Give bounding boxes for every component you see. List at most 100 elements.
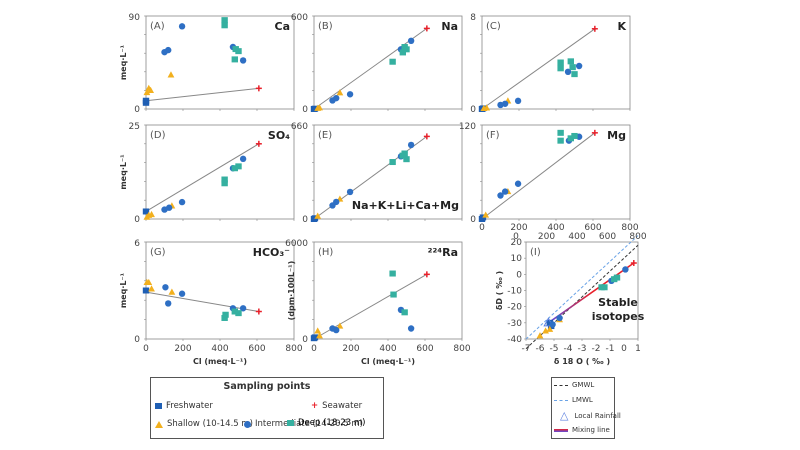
shallow-point: [536, 332, 544, 339]
shallow-point: [314, 327, 322, 334]
deep-point: [221, 22, 228, 29]
y-tick-label: 25: [129, 122, 140, 132]
x-tick-label: 800: [621, 223, 638, 233]
deep-point: [221, 180, 228, 187]
intermediate-point: [239, 305, 247, 312]
intermediate-point: [165, 204, 173, 211]
x-tick-label: -6: [536, 344, 545, 354]
panel-b: 600 0 (B) Na: [291, 13, 463, 115]
panel-c: 8 0 (C) K: [470, 13, 631, 115]
circle-icon: [244, 420, 251, 428]
x-tick-label: 0: [143, 344, 149, 354]
panel-a: 90 0 meq·L⁻¹ (A) Ca: [119, 13, 295, 115]
freshwater-point: [311, 334, 319, 341]
legend-item-intermediate: Intermediate (14-20.5 m): [244, 419, 363, 429]
dashed-line-icon: [554, 384, 568, 386]
x-axis-label: δ 18 O ( ‰ ): [554, 357, 610, 366]
panel-h: 6000 00 200 400 600 800 (dpm·100L⁻¹) Cl (meq·L⁻…: [285, 239, 471, 366]
legend-title: Sampling points: [223, 381, 311, 392]
y-axis-label: meq·L⁻¹: [119, 154, 128, 190]
deep-point: [221, 314, 228, 321]
intermediate-point: [514, 97, 522, 105]
y-axis-label: (dpm·100L⁻¹): [287, 261, 296, 321]
x-axis-label: Cl (meq·L⁻¹): [361, 357, 415, 366]
y-tick-label: 660: [291, 122, 308, 132]
x-tick-label: 1: [635, 344, 641, 354]
y-tick-label: 8: [470, 13, 476, 23]
deep-point: [235, 163, 242, 170]
x-tick-label: 600: [248, 344, 265, 354]
freshwater-point: [311, 105, 319, 112]
deep-point: [403, 46, 410, 53]
plot-frame: [145, 124, 295, 220]
x-tick-label: 0: [621, 344, 627, 354]
freshwater-point: [142, 208, 150, 215]
panel-title: Na+K+Li+Ca+Mg: [352, 199, 459, 212]
shallow-point: [336, 322, 344, 329]
freshwater-point: [546, 319, 553, 326]
intermediate-point: [407, 37, 415, 44]
shallow-point: [483, 104, 491, 111]
intermediate-point: [346, 91, 354, 98]
shallow-point: [316, 104, 323, 111]
x-tick-label: -1: [606, 344, 615, 354]
deep-point: [569, 64, 576, 71]
intermediate-point: [333, 326, 340, 334]
plot-frame: [145, 241, 295, 340]
panel-d: 25 0 meq·L⁻¹ (D) SO₄: [119, 122, 295, 225]
panel-label: (H): [318, 247, 333, 258]
panel-label: (D): [150, 130, 166, 141]
panel-e: 660 0 (E) Na+K+Li+Ca+Mg: [291, 122, 463, 225]
lmwl-line: [525, 235, 639, 340]
x-tick-label: 600: [584, 223, 601, 233]
deep-point: [601, 284, 608, 291]
intermediate-point: [333, 198, 340, 206]
legend-label: Mixing line: [572, 426, 610, 434]
mixing-line: [313, 27, 428, 110]
panel-title: Ca: [275, 20, 291, 33]
deep-point: [567, 135, 574, 142]
freshwater-point: [142, 97, 150, 104]
y-tick-label: -30: [507, 319, 522, 329]
mixing-line: [481, 28, 596, 110]
y-tick-label: 20: [511, 238, 523, 248]
mixing-line: [547, 262, 635, 324]
deep-point: [399, 49, 406, 56]
deep-point: [221, 17, 228, 24]
mixing-line-icon: [554, 428, 568, 432]
legend-isotopes: GMWL LMWL △ Local Rainfall Mixing line: [551, 377, 621, 439]
intermediate-point: [501, 188, 509, 195]
y-tick-label: 0: [470, 105, 476, 115]
intermediate-point: [407, 141, 415, 149]
shallow-point: [167, 71, 175, 78]
intermediate-point: [407, 325, 415, 332]
panel-label: (F): [486, 130, 500, 141]
y-axis-label: meq·L⁻¹: [119, 272, 128, 308]
y-tick-label: 0: [516, 270, 522, 280]
deep-point: [235, 310, 242, 317]
legend-item-lmwl: LMWL: [554, 396, 593, 404]
top-axis-tick-label: 400: [568, 232, 585, 242]
x-tick-label: 400: [211, 344, 228, 354]
top-axis-tick-label: 800: [629, 232, 646, 242]
intermediate-point: [239, 57, 247, 64]
y-tick-label: -40: [507, 335, 522, 345]
legend-label: Local Rainfall: [574, 411, 621, 420]
x-tick-label: 400: [547, 223, 564, 233]
top-axis-tick-label: 0: [513, 232, 519, 242]
intermediate-point: [346, 188, 354, 196]
mixing-line: [145, 143, 260, 212]
deep-point: [401, 309, 408, 316]
intermediate-point: [501, 100, 509, 107]
panel-label: (B): [318, 21, 333, 32]
deep-point: [567, 58, 574, 65]
x-tick-label: 800: [285, 344, 302, 354]
shallow-point: [542, 327, 549, 334]
shallow-point: [148, 210, 155, 218]
y-tick-label: 600: [291, 13, 308, 23]
y-tick-label: 0: [134, 335, 140, 345]
shallow-point: [147, 86, 155, 93]
legend-item-shallow: Shallow (10-14.5 m): [155, 419, 253, 429]
shallow-point: [546, 325, 554, 332]
